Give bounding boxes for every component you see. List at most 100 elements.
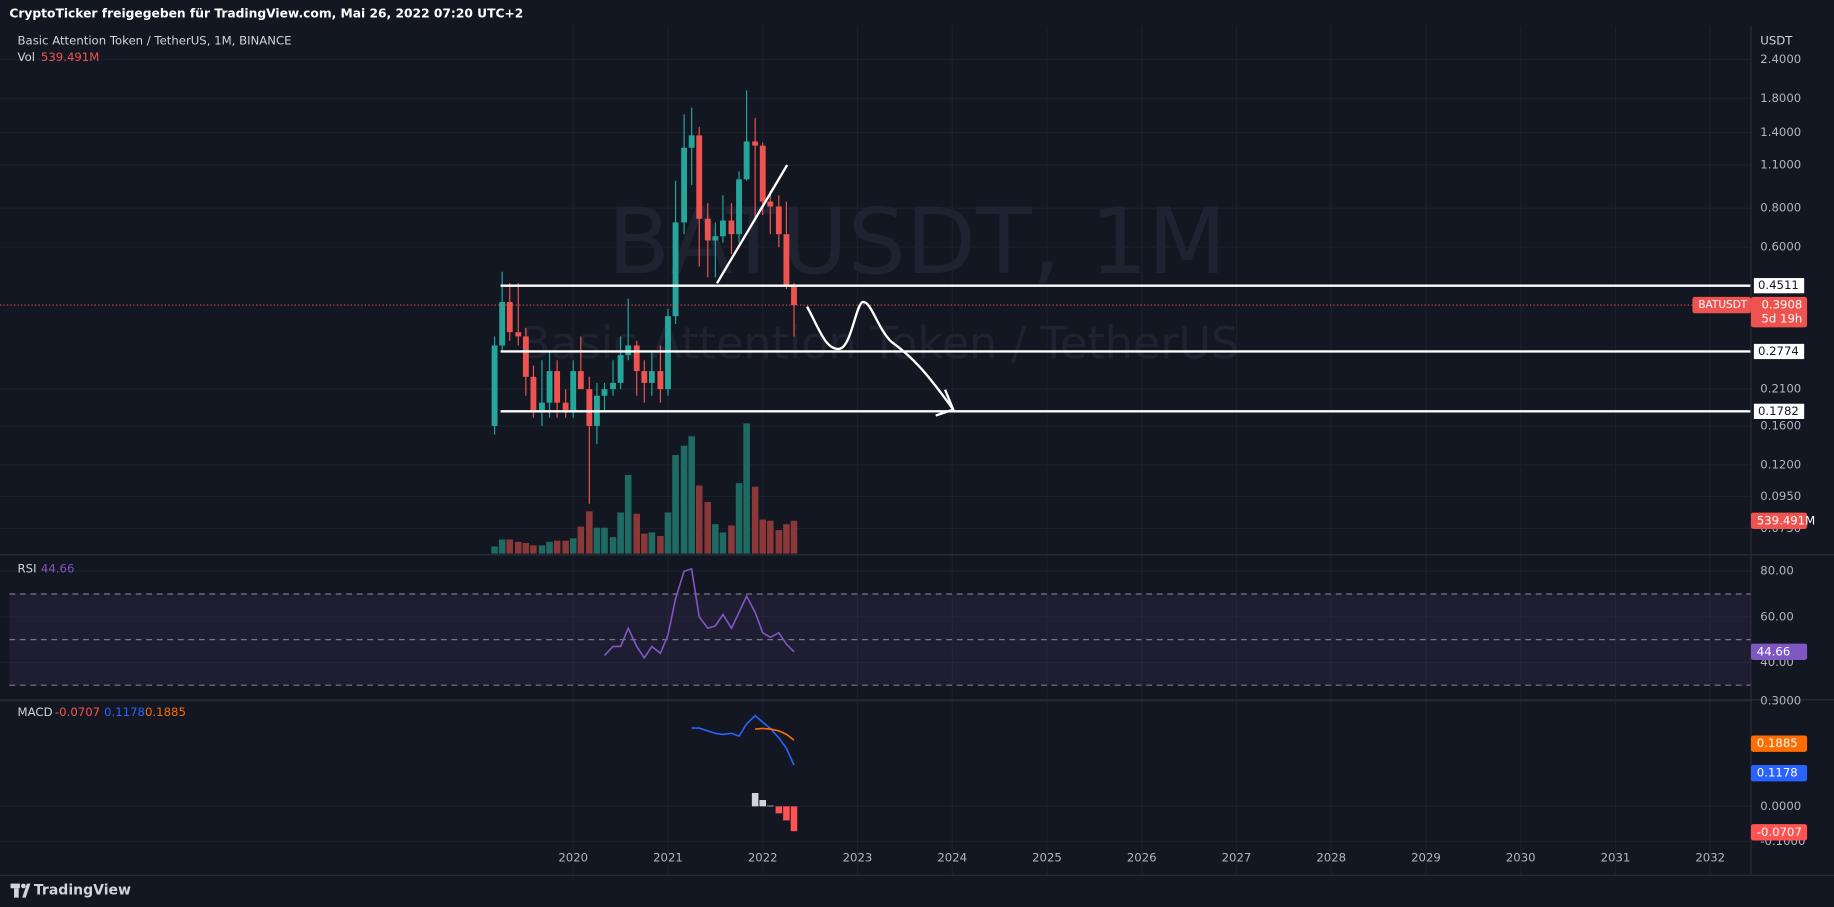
candle-body bbox=[791, 286, 797, 306]
y-tick-label: 1.1000 bbox=[1760, 158, 1801, 172]
level-tag-label: 0.4511 bbox=[1758, 278, 1799, 292]
forecast-curve bbox=[806, 300, 955, 411]
candle-body bbox=[759, 145, 766, 202]
candle-body bbox=[601, 389, 608, 396]
level-tag-label: 0.1782 bbox=[1758, 404, 1799, 418]
volume-bar bbox=[609, 537, 617, 554]
rsi-tick-label: 80.00 bbox=[1760, 564, 1793, 578]
y-tick-label: 0.1600 bbox=[1760, 418, 1801, 432]
volume-bar bbox=[783, 524, 790, 554]
watermark: BATUSDT, 1M bbox=[607, 188, 1226, 295]
volume-bar bbox=[641, 533, 648, 554]
candle-body bbox=[657, 371, 664, 390]
volume-bar bbox=[515, 541, 522, 554]
volume-bar bbox=[601, 527, 608, 554]
volume-bar bbox=[728, 525, 735, 554]
rsi-band bbox=[9, 593, 1751, 686]
chart-title: Basic Attention Token / TetherUS, 1M, BI… bbox=[18, 33, 292, 47]
macd-tick-label: 0.0000 bbox=[1760, 799, 1801, 813]
candle-body bbox=[728, 220, 735, 235]
axis-tag-label: 44.66 bbox=[1757, 644, 1790, 658]
axis-tag-label: -0.0707 bbox=[1757, 825, 1802, 839]
macd-legend-signal: 0.1885 bbox=[145, 705, 186, 719]
candle-body bbox=[499, 301, 506, 346]
candle-body bbox=[665, 316, 671, 390]
x-tick-label: 2029 bbox=[1411, 850, 1441, 864]
level-tag bbox=[1752, 342, 1806, 361]
x-tick-label: 2020 bbox=[558, 850, 588, 864]
candle-body bbox=[720, 220, 726, 237]
macd-histogram-bar bbox=[767, 805, 774, 807]
macd-line bbox=[691, 714, 795, 766]
candle-body bbox=[610, 382, 616, 390]
x-tick-label: 2032 bbox=[1695, 850, 1725, 864]
volume-bar bbox=[664, 512, 672, 554]
logo-part bbox=[10, 883, 20, 889]
forecast-arrow bbox=[935, 389, 955, 417]
volume-bar bbox=[577, 526, 585, 554]
volume-bar bbox=[719, 532, 727, 554]
logo-part bbox=[14, 888, 19, 898]
macd-legend: MACD bbox=[18, 705, 53, 719]
x-tick-label: 2022 bbox=[748, 850, 778, 864]
volume-bar bbox=[530, 545, 537, 554]
volume-bar bbox=[522, 542, 530, 554]
volume-bar bbox=[624, 474, 632, 554]
y-tick-label: 0.6000 bbox=[1760, 240, 1801, 254]
symbol-tag bbox=[1692, 296, 1751, 314]
y-tick-label: 2.4000 bbox=[1760, 52, 1801, 66]
y-unit: USDT bbox=[1760, 33, 1793, 47]
volume-bar bbox=[759, 519, 767, 554]
volume-bar bbox=[506, 539, 514, 554]
volume-bar bbox=[672, 455, 679, 554]
candle-body bbox=[515, 332, 522, 337]
candle-body bbox=[522, 336, 529, 377]
candle-body bbox=[625, 345, 632, 356]
volume-bar bbox=[633, 513, 640, 554]
macd-histogram-bar bbox=[783, 806, 790, 821]
candle-body bbox=[712, 236, 719, 241]
logo-part bbox=[21, 883, 26, 889]
x-tick-label: 2026 bbox=[1127, 850, 1157, 864]
volume-bar bbox=[751, 486, 759, 554]
volume-bar bbox=[491, 546, 498, 554]
y-tick-label: 0.2100 bbox=[1760, 382, 1801, 396]
candle-body bbox=[743, 141, 750, 180]
volume-bar bbox=[546, 541, 553, 554]
x-tick-label: 2025 bbox=[1032, 850, 1062, 864]
x-tick-label: 2024 bbox=[937, 850, 967, 864]
macd-histogram-bar bbox=[775, 806, 783, 814]
x-tick-label: 2030 bbox=[1506, 850, 1536, 864]
volume-bar bbox=[569, 538, 577, 554]
macd-histogram-bar bbox=[759, 800, 767, 807]
share-text: CryptoTicker freigegeben für TradingView… bbox=[9, 7, 523, 21]
macd-histogram-bar bbox=[790, 806, 798, 832]
volume-bar bbox=[617, 512, 624, 554]
volume-bar bbox=[735, 483, 743, 554]
axis-tag bbox=[1750, 764, 1808, 782]
axis-tag bbox=[1750, 643, 1808, 660]
grid bbox=[0, 25, 1751, 876]
volume-bar bbox=[790, 520, 798, 554]
axis-tag bbox=[1750, 735, 1808, 752]
rsi-tick-label: 60.00 bbox=[1760, 609, 1793, 623]
macd-legend-hist: -0.0707 bbox=[55, 705, 100, 719]
candle-body bbox=[648, 371, 655, 383]
y-tick-label: 0.0950 bbox=[1760, 489, 1801, 503]
volume-bar bbox=[712, 524, 719, 554]
axes: 2020 2021 2022 2023 2024 2025 2026 2027 2028 2029… bbox=[558, 52, 1815, 864]
footer-logo bbox=[10, 883, 31, 898]
candle-body bbox=[672, 222, 679, 317]
volume-legend-value: 539.491M bbox=[41, 50, 99, 64]
volume-bar bbox=[657, 535, 664, 554]
marks bbox=[0, 90, 1751, 832]
axis-tag bbox=[1750, 512, 1808, 529]
volume-bar bbox=[648, 532, 656, 554]
y-tick-label: 1.4000 bbox=[1760, 125, 1801, 139]
level-tag-label: 0.2774 bbox=[1758, 344, 1799, 358]
candle-body bbox=[775, 206, 782, 235]
x-tick-label: 2021 bbox=[653, 850, 683, 864]
rsi-legend: RSI bbox=[18, 561, 37, 575]
volume-bar bbox=[775, 530, 783, 554]
